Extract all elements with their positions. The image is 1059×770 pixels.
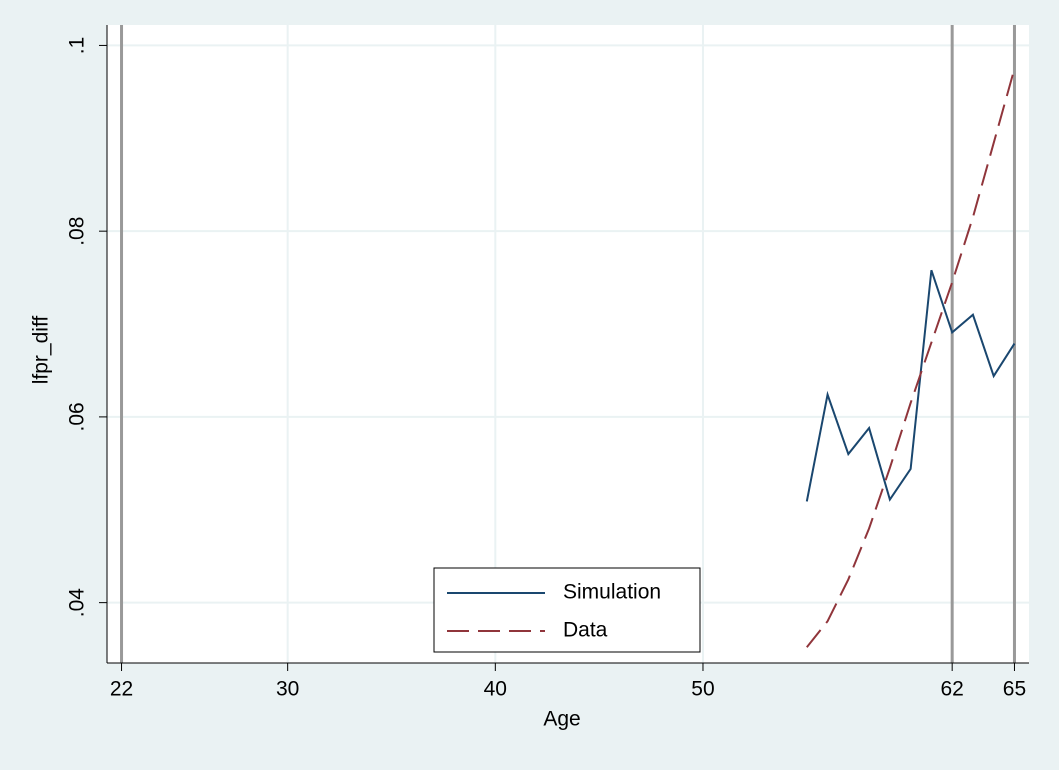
y-tick-label: .1 <box>66 37 89 55</box>
x-tick-label: 62 <box>940 678 963 701</box>
y-tick-label: .04 <box>66 588 89 618</box>
legend-label: Data <box>563 619 608 642</box>
series-line <box>805 269 1016 502</box>
y-tick-label: .06 <box>66 402 89 431</box>
y-tick-label: .08 <box>66 217 89 246</box>
legend-label: Simulation <box>563 581 661 604</box>
series-line <box>806 68 1016 648</box>
plot-area <box>107 25 1029 663</box>
y-axis-title: lfpr_diff <box>30 316 53 385</box>
x-tick-label: 40 <box>484 678 507 701</box>
x-tick-label: 65 <box>1003 678 1026 701</box>
x-tick-label: 30 <box>276 678 299 701</box>
legend-box <box>433 567 701 653</box>
x-axis-title: Age <box>543 708 580 731</box>
x-tick-label: 22 <box>110 678 133 701</box>
x-tick-label: 50 <box>691 678 714 701</box>
